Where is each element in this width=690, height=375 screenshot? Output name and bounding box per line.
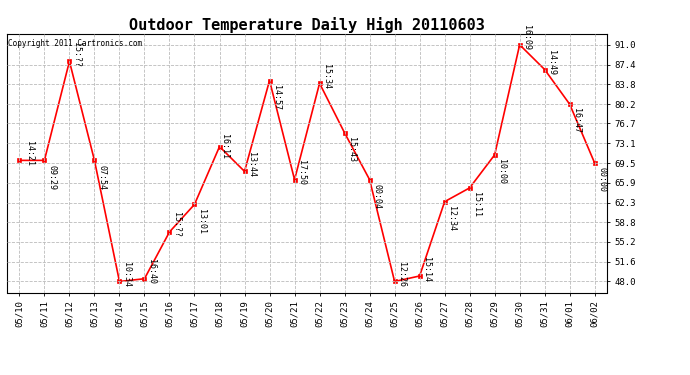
Text: 15:34: 15:34 (322, 64, 331, 89)
Text: 15:11: 15:11 (473, 192, 482, 217)
Text: 16:09: 16:09 (522, 26, 531, 50)
Text: 15:14: 15:14 (422, 256, 431, 282)
Text: 14:21: 14:21 (25, 141, 34, 166)
Text: 13:44: 13:44 (247, 152, 256, 177)
Text: 17:50: 17:50 (297, 160, 306, 185)
Text: 00:04: 00:04 (373, 184, 382, 209)
Text: 12:34: 12:34 (447, 206, 456, 231)
Text: 10:34: 10:34 (122, 262, 131, 287)
Text: 12:26: 12:26 (397, 262, 406, 287)
Text: 14:57: 14:57 (273, 85, 282, 110)
Text: 16:47: 16:47 (573, 108, 582, 134)
Text: 14:49: 14:49 (547, 50, 556, 75)
Text: 16:40: 16:40 (147, 259, 156, 284)
Text: 10:00: 10:00 (497, 159, 506, 184)
Text: 15:??: 15:?? (172, 213, 181, 237)
Text: Copyright 2011 Cartronics.com: Copyright 2011 Cartronics.com (8, 39, 142, 48)
Text: 15:??: 15:?? (72, 42, 81, 67)
Text: 15:43: 15:43 (347, 137, 356, 162)
Text: 16:11: 16:11 (219, 134, 228, 159)
Text: 13:01: 13:01 (197, 209, 206, 234)
Text: 07:54: 07:54 (97, 165, 106, 189)
Text: 09:29: 09:29 (47, 165, 56, 189)
Text: 00:00: 00:00 (598, 167, 607, 192)
Title: Outdoor Temperature Daily High 20110603: Outdoor Temperature Daily High 20110603 (129, 16, 485, 33)
